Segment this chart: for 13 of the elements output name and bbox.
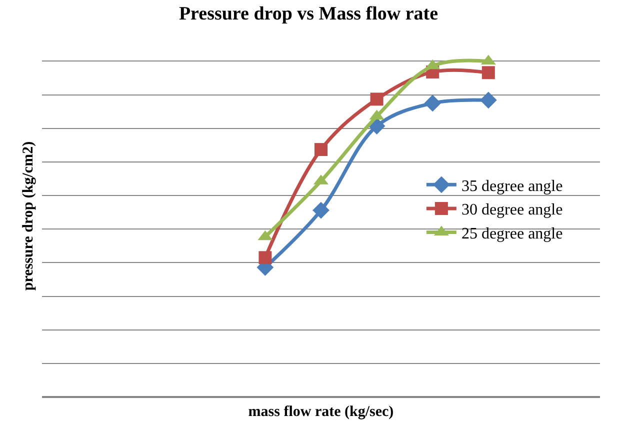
- legend-label: 35 degree angle: [461, 178, 563, 195]
- point: [312, 202, 330, 219]
- legend-label: 30 degree angle: [461, 202, 563, 219]
- legend-label: 25 degree angle: [461, 226, 563, 242]
- point: [314, 143, 328, 156]
- point: [480, 92, 497, 109]
- x-axis-title: mass flow rate (kg/sec): [248, 404, 394, 420]
- y-axis-title: pressure drop (kg/cm2): [20, 141, 36, 291]
- point: [258, 251, 272, 264]
- point: [370, 92, 384, 106]
- chart-title: Pressure drop vs Mass flow rate: [178, 4, 438, 25]
- point: [482, 66, 495, 80]
- point: [424, 94, 442, 112]
